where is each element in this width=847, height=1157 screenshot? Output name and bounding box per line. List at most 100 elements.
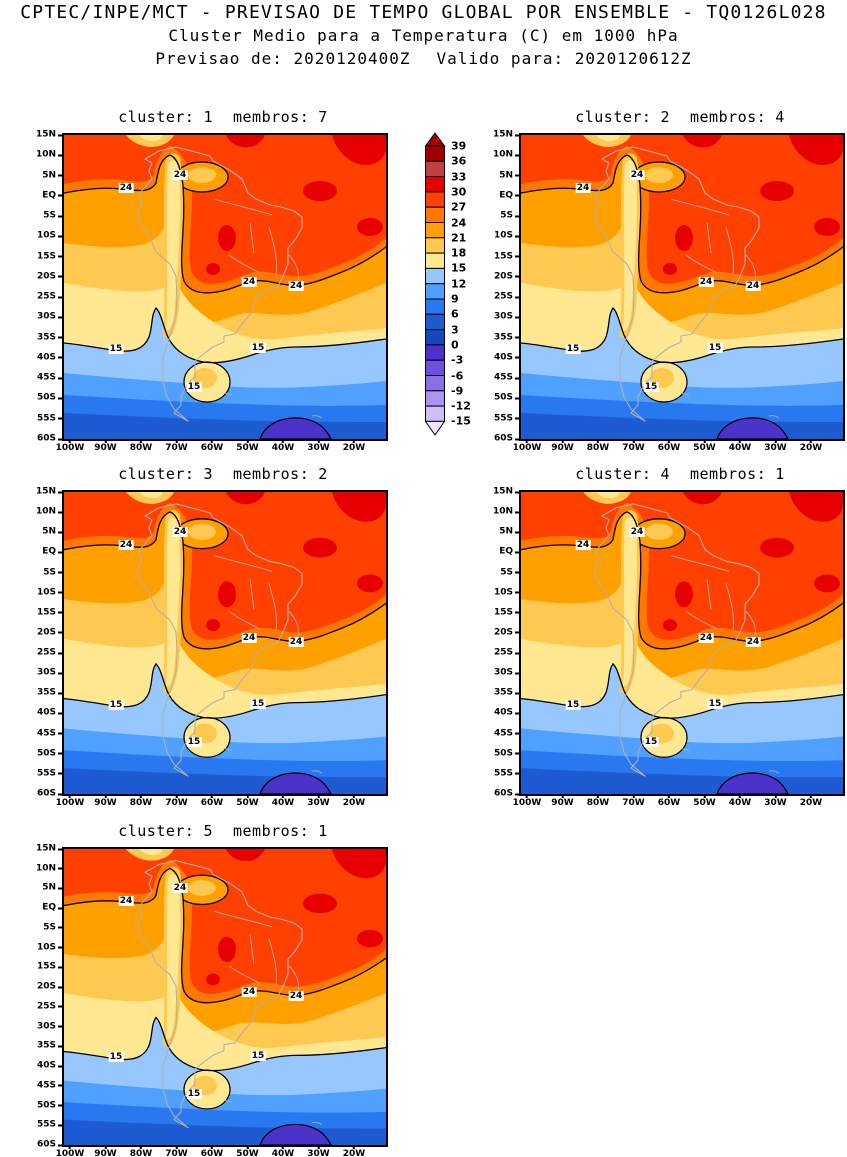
- lat-tick-label: 45S: [37, 729, 62, 738]
- lat-tick-label: 20S: [37, 982, 62, 992]
- lat-tick-label: 20S: [494, 272, 519, 281]
- lat-tick-label: 45S: [37, 373, 62, 383]
- colorbar-segment: [425, 222, 445, 239]
- lon-tick-label: 30W: [764, 795, 786, 808]
- contour-value-label: 24: [288, 281, 304, 291]
- contour-value-label: 24: [118, 183, 134, 193]
- lat-tick-label: 50S: [494, 393, 519, 403]
- lat-tick-label: 5N: [499, 527, 519, 537]
- lat-tick-label: 50S: [37, 393, 62, 403]
- colorbar-level-label: 36: [451, 154, 467, 168]
- membros-label: membros:: [233, 108, 310, 126]
- figure-header: CPTEC/INPE/MCT - PREVISAO DE TEMPO GLOBA…: [0, 2, 847, 68]
- cluster-label: cluster:: [575, 465, 652, 483]
- lat-tick-label: 45S: [37, 1081, 62, 1090]
- contour-value-label: 15: [108, 1052, 124, 1063]
- colorbar-level-label: 27: [451, 200, 467, 214]
- filled-contour-field: [64, 492, 386, 794]
- colorbar-segment: [425, 283, 445, 300]
- lon-tick-label: 40W: [729, 440, 751, 453]
- lon-tick-label: 100W: [513, 440, 542, 453]
- lat-tick-label: 40S: [37, 1061, 62, 1071]
- lat-tick-label: 15N: [493, 487, 519, 497]
- lon-tick-label: 60W: [658, 795, 680, 808]
- contour-value-label: 15: [250, 343, 266, 353]
- lon-tick-label: 20W: [800, 795, 822, 808]
- lon-tick-label: 80W: [587, 795, 609, 808]
- contour-value-label: 15: [643, 737, 659, 748]
- lat-tick-label: 15N: [36, 487, 62, 497]
- colorbar-level-label: 12: [451, 277, 467, 291]
- filled-contour-field: [64, 849, 386, 1145]
- lat-tick-label: 15N: [493, 130, 519, 140]
- colorbar-level-label: 0: [451, 338, 459, 352]
- lat-tick-label: 25S: [37, 1002, 62, 1011]
- lat-tick-label: 10N: [36, 150, 62, 160]
- contour-value-label: 15: [707, 343, 723, 353]
- cluster-number: 3: [203, 465, 213, 483]
- membros-label: membros:: [233, 465, 310, 483]
- membros-label: membros:: [233, 822, 310, 840]
- colorbar-level-label: 30: [451, 185, 467, 199]
- lon-tick-label: 20W: [343, 440, 365, 453]
- lon-tick-label: 40W: [272, 440, 294, 453]
- lat-tick-label: 35S: [494, 688, 519, 698]
- contour-value-label: 15: [643, 382, 659, 392]
- filled-contour-field: [521, 135, 843, 439]
- lon-tick-label: 30W: [307, 795, 329, 808]
- lon-tick-label: 50W: [236, 795, 258, 808]
- panel-title: cluster: 3 membros: 2: [52, 465, 394, 483]
- lat-tick-label: 60S: [37, 1140, 62, 1150]
- contour-value-label: 15: [186, 382, 202, 392]
- lon-tick-label: 80W: [587, 440, 609, 453]
- lat-tick-label: 10N: [36, 864, 62, 873]
- lat-tick-label: 25S: [37, 648, 62, 658]
- lat-tick-label: 15N: [36, 130, 62, 140]
- colorbar-level-label: -9: [451, 384, 464, 398]
- lat-tick-label: 45S: [494, 729, 519, 738]
- contour-value-label: 15: [186, 737, 202, 748]
- lat-tick-label: 35S: [494, 333, 519, 342]
- colorbar-segment: [425, 313, 445, 331]
- lat-tick-label: 35S: [37, 688, 62, 698]
- lat-tick-label: 40S: [494, 353, 519, 362]
- lon-tick-label: 30W: [307, 440, 329, 453]
- lon-tick-label: 60W: [201, 795, 223, 808]
- contour-value-label: 24: [745, 637, 761, 647]
- lat-tick-label: 10N: [493, 507, 519, 517]
- contour-value-label: 24: [172, 526, 188, 537]
- lon-tick-label: 70W: [165, 1146, 187, 1157]
- lat-tick-label: EQ: [42, 547, 62, 557]
- cluster-panel-4: cluster: 4 membros: 1 15N 10N 5N EQ 5S 10S 15S 20S…: [493, 465, 845, 808]
- cluster-label: cluster:: [118, 465, 195, 483]
- cluster-number: 2: [660, 108, 670, 126]
- colorbar-segment: [425, 145, 445, 162]
- contour-value-label: 24: [575, 183, 591, 193]
- lat-tick-label: 60S: [37, 789, 62, 799]
- lat-tick-label: 30S: [37, 312, 62, 322]
- colorbar-segment: [425, 191, 445, 208]
- contour-value-label: 24: [698, 277, 714, 287]
- lat-tick-label: 45S: [494, 373, 519, 383]
- lat-tick-label: 5N: [499, 171, 519, 180]
- lat-tick-label: 15S: [37, 252, 62, 261]
- lat-tick-label: 20S: [37, 272, 62, 281]
- colorbar-level-label: -12: [451, 399, 471, 413]
- lat-tick-label: 10S: [37, 943, 62, 952]
- lon-tick-label: 30W: [307, 1146, 329, 1157]
- panel-title: cluster: 5 membros: 1: [52, 822, 394, 840]
- contour-value-label: 24: [629, 170, 645, 180]
- contour-value-label: 24: [698, 633, 714, 644]
- lon-tick-label: 40W: [272, 1146, 294, 1157]
- colorbar-level-label: 24: [451, 216, 467, 229]
- lat-tick-label: 20S: [37, 628, 62, 637]
- cluster-label: cluster:: [118, 108, 195, 126]
- temperature-map: 15N 10N 5N EQ 5S 10S 15S 20S 25S 30S 35S 40S 45S 50S 5…: [36, 130, 388, 453]
- colorbar-segment: [425, 267, 445, 285]
- lat-tick-label: 25S: [494, 292, 519, 302]
- lon-tick-label: 100W: [513, 795, 542, 808]
- lat-tick-label: 50S: [37, 1101, 62, 1110]
- lon-tick-label: 20W: [343, 795, 365, 808]
- membros-label: membros:: [690, 108, 767, 126]
- lat-tick-label: 5S: [500, 211, 519, 221]
